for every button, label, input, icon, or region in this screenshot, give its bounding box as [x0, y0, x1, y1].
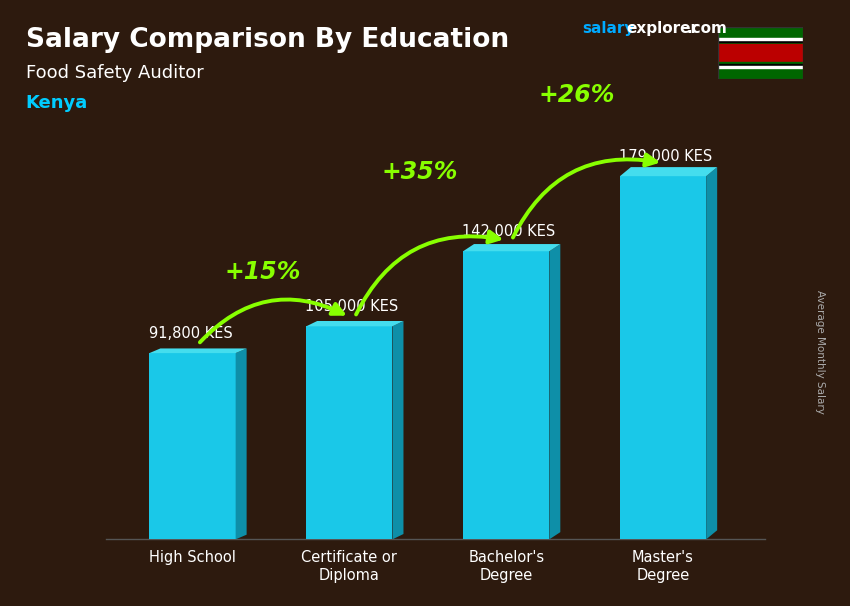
Polygon shape — [706, 167, 717, 539]
Text: +15%: +15% — [225, 260, 301, 284]
Polygon shape — [150, 348, 246, 353]
Bar — [718, 39, 803, 42]
Polygon shape — [306, 321, 404, 326]
Text: Kenya: Kenya — [26, 94, 88, 112]
Polygon shape — [620, 167, 717, 176]
Text: Salary Comparison By Education: Salary Comparison By Education — [26, 27, 508, 53]
Bar — [718, 62, 803, 79]
Bar — [718, 38, 803, 40]
Bar — [718, 27, 803, 44]
Text: +26%: +26% — [539, 82, 615, 107]
Text: 91,800 KES: 91,800 KES — [149, 326, 232, 341]
Text: 142,000 KES: 142,000 KES — [462, 224, 556, 239]
Polygon shape — [393, 321, 404, 539]
Bar — [306, 326, 393, 539]
Text: +35%: +35% — [382, 159, 458, 184]
Bar — [718, 66, 803, 68]
Text: Food Safety Auditor: Food Safety Auditor — [26, 64, 203, 82]
Polygon shape — [549, 244, 560, 539]
Bar — [620, 176, 706, 539]
Text: salary: salary — [582, 21, 635, 36]
Text: explorer: explorer — [626, 21, 699, 36]
Polygon shape — [463, 244, 560, 251]
Text: 179,000 KES: 179,000 KES — [619, 149, 712, 164]
Text: .com: .com — [687, 21, 728, 36]
Bar — [718, 64, 803, 67]
Bar — [718, 44, 803, 62]
Bar — [463, 251, 549, 539]
Polygon shape — [235, 348, 246, 539]
Bar — [150, 353, 235, 539]
Text: 105,000 KES: 105,000 KES — [305, 299, 399, 314]
Text: Average Monthly Salary: Average Monthly Salary — [815, 290, 825, 413]
